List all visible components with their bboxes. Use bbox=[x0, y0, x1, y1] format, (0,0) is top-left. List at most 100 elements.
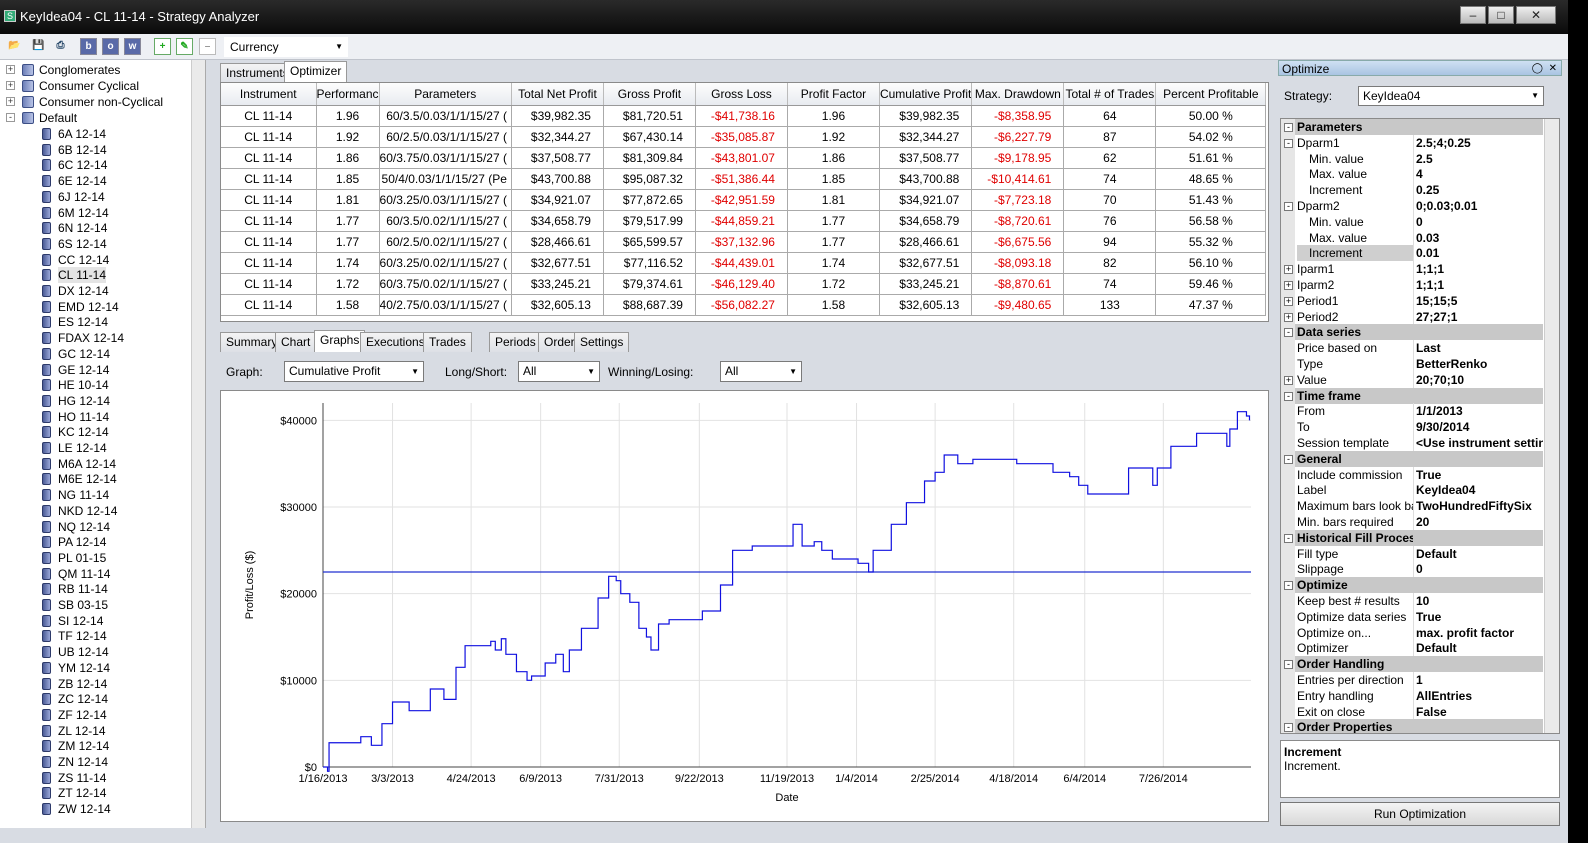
tree-item[interactable]: ZL 12-14 bbox=[42, 723, 106, 739]
tree-item[interactable]: 6E 12-14 bbox=[42, 173, 107, 189]
tree-item[interactable]: 6M 12-14 bbox=[42, 205, 109, 221]
column-header[interactable]: Total Net Profit bbox=[511, 83, 604, 106]
column-header[interactable]: Instrument bbox=[221, 83, 317, 106]
property-value[interactable]: max. profit factor bbox=[1413, 624, 1543, 641]
table-row[interactable]: CL 11-14 1.58 40/2.75/0.03/1/1/15/27 ($32,… bbox=[221, 294, 1267, 316]
property-category[interactable]: - Optimize bbox=[1281, 577, 1543, 594]
strategy-select[interactable]: KeyIdea04 ▼ bbox=[1358, 86, 1544, 106]
tree-group[interactable]: Consumer non-Cyclical + bbox=[6, 95, 164, 109]
table-row[interactable]: CL 11-14 1.74 60/3.25/0.02/1/1/15/27 ($32,… bbox=[221, 252, 1267, 274]
property-row[interactable]: - Dparm2 0;0.03;0.01 bbox=[1281, 198, 1543, 214]
collapse-icon[interactable]: - bbox=[1284, 391, 1293, 401]
collapse-icon[interactable]: - bbox=[1284, 123, 1293, 132]
property-row[interactable]: Label KeyIdea04 bbox=[1281, 482, 1543, 499]
property-value[interactable]: AllEntries bbox=[1413, 687, 1543, 704]
column-header[interactable]: Parameters bbox=[379, 83, 512, 106]
table-row[interactable]: CL 11-14 1.72 60/3.75/0.02/1/1/15/27 ($33,… bbox=[221, 273, 1267, 295]
tree-item[interactable]: ZN 12-14 bbox=[42, 754, 108, 770]
property-value[interactable]: Last bbox=[1413, 340, 1543, 357]
tree-item[interactable]: LE 12-14 bbox=[42, 440, 107, 456]
o-button[interactable]: o bbox=[102, 38, 119, 55]
expander-icon[interactable]: - bbox=[1284, 138, 1293, 148]
column-header[interactable]: Performanc bbox=[316, 83, 380, 106]
property-value[interactable]: 0.25 bbox=[1413, 182, 1543, 199]
property-value[interactable]: Default bbox=[1413, 640, 1543, 657]
property-row[interactable]: Min. value 2.5 bbox=[1281, 150, 1543, 167]
property-row[interactable]: Slippage 0 bbox=[1281, 561, 1543, 578]
property-row[interactable]: Max. value 0.03 bbox=[1281, 229, 1543, 246]
property-value[interactable]: 10 bbox=[1413, 593, 1543, 609]
tree-group[interactable]: Default - bbox=[6, 110, 77, 126]
property-value[interactable]: 0.03 bbox=[1413, 229, 1543, 246]
open-folder-icon[interactable]: 📂 bbox=[8, 40, 21, 51]
property-value[interactable]: 0 bbox=[1413, 561, 1543, 578]
property-row[interactable]: Fill type Default bbox=[1281, 545, 1543, 562]
property-category[interactable]: -Historical Fill Processing bbox=[1281, 529, 1543, 546]
column-header[interactable]: Gross Loss bbox=[695, 83, 788, 106]
property-row[interactable]: + Iparm2 1;1;1 bbox=[1281, 277, 1543, 293]
tree-item[interactable]: CC 12-14 bbox=[42, 252, 109, 268]
tree-item[interactable]: UB 12-14 bbox=[42, 644, 109, 660]
winning-losing-select[interactable]: All ▼ bbox=[720, 361, 802, 382]
property-value[interactable]: False bbox=[1413, 703, 1543, 720]
tree-group[interactable]: Consumer Cyclical + bbox=[6, 79, 140, 93]
tree-item[interactable]: ZS 11-14 bbox=[42, 770, 106, 786]
panel-splitter[interactable] bbox=[207, 60, 216, 828]
long-short-select[interactable]: All ▼ bbox=[518, 361, 600, 382]
tree-item[interactable]: GE 12-14 bbox=[42, 362, 109, 378]
tree-item[interactable]: 6C 12-14 bbox=[42, 157, 107, 173]
property-value[interactable]: 20 bbox=[1413, 514, 1543, 530]
property-value[interactable]: 0;0.03;0.01 bbox=[1413, 198, 1543, 214]
property-value[interactable]: 0 bbox=[1413, 213, 1543, 230]
table-row[interactable]: CL 11-14 1.92 60/2.5/0.03/1/1/15/27 ($32,3… bbox=[221, 126, 1267, 148]
property-category[interactable]: - General bbox=[1281, 450, 1543, 467]
tree-item[interactable]: TF 12-14 bbox=[42, 628, 107, 644]
property-row[interactable]: + Period2 27;27;1 bbox=[1281, 308, 1543, 325]
edit-icon[interactable]: ✎ bbox=[176, 38, 193, 55]
expander-icon[interactable]: + bbox=[1284, 311, 1293, 322]
w-button[interactable]: w bbox=[124, 38, 141, 55]
tree-item[interactable]: CL 11-14 bbox=[42, 267, 107, 284]
b-button[interactable]: b bbox=[80, 38, 97, 55]
tab-trades[interactable]: Trades bbox=[423, 332, 472, 352]
property-row[interactable]: - Dparm1 2.5;4;0.25 bbox=[1281, 134, 1543, 151]
tab-instruments[interactable]: Instruments bbox=[220, 63, 295, 83]
tree-item[interactable]: 6S 12-14 bbox=[42, 236, 107, 252]
collapse-icon[interactable]: - bbox=[1284, 660, 1293, 670]
property-value[interactable]: 20;70;10 bbox=[1413, 371, 1543, 388]
tree-item[interactable]: M6A 12-14 bbox=[42, 456, 116, 472]
minimize-button[interactable]: – bbox=[1460, 6, 1486, 24]
property-row[interactable]: Exit on close False bbox=[1281, 703, 1543, 720]
property-value[interactable]: True bbox=[1413, 466, 1543, 483]
property-row[interactable]: Optimizer Default bbox=[1281, 640, 1543, 657]
table-row[interactable]: CL 11-14 1.96 60/3.5/0.03/1/1/15/27 ($39,9… bbox=[221, 105, 1267, 127]
property-row[interactable]: + Value 20;70;10 bbox=[1281, 371, 1543, 388]
tree-item[interactable]: ZB 12-14 bbox=[42, 676, 107, 692]
property-scrollbar[interactable] bbox=[1544, 119, 1559, 733]
table-row[interactable]: CL 11-14 1.77 60/3.5/0.02/1/1/15/27 ($34,6… bbox=[221, 210, 1267, 232]
table-row[interactable]: CL 11-14 1.77 60/2.5/0.02/1/1/15/27 ($28,4… bbox=[221, 231, 1267, 253]
property-value[interactable]: 1;1;1 bbox=[1413, 277, 1543, 293]
property-category[interactable]: - Time frame bbox=[1281, 387, 1543, 404]
collapse-icon[interactable]: - bbox=[1284, 454, 1293, 464]
run-optimization-button[interactable]: Run Optimization bbox=[1280, 802, 1560, 826]
print-icon[interactable]: ⎙ bbox=[56, 40, 65, 51]
property-row[interactable]: Price based on Last bbox=[1281, 340, 1543, 357]
tree-item[interactable]: SI 12-14 bbox=[42, 613, 103, 629]
column-header[interactable]: Profit Factor bbox=[787, 83, 880, 106]
tree-group[interactable]: Conglomerates + bbox=[6, 63, 121, 77]
property-value[interactable]: 9/30/2014 bbox=[1413, 419, 1543, 436]
property-row[interactable]: + Iparm1 1;1;1 bbox=[1281, 261, 1543, 278]
column-header[interactable]: Max. Drawdown bbox=[971, 83, 1065, 106]
tree-item[interactable]: ZF 12-14 bbox=[42, 707, 107, 723]
property-value[interactable]: <Use instrument setting bbox=[1413, 435, 1543, 451]
property-row[interactable]: Max. value 4 bbox=[1281, 166, 1543, 183]
property-category[interactable]: - Parameters bbox=[1281, 119, 1543, 135]
property-row[interactable]: Include commission True bbox=[1281, 466, 1543, 483]
column-header[interactable]: Percent Profitable bbox=[1155, 83, 1267, 106]
graph-select[interactable]: Cumulative Profit ▼ bbox=[284, 361, 424, 382]
tab-periods[interactable]: Periods bbox=[489, 332, 542, 352]
property-value[interactable]: Default bbox=[1413, 545, 1543, 562]
add-icon[interactable]: + bbox=[154, 38, 171, 55]
expander-icon[interactable]: + bbox=[6, 64, 15, 74]
